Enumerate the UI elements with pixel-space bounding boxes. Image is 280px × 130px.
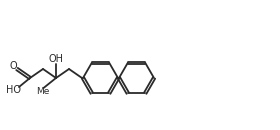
Text: O: O (9, 60, 17, 70)
Text: Me: Me (36, 87, 49, 96)
Text: HO: HO (6, 85, 21, 95)
Text: OH: OH (48, 54, 64, 64)
